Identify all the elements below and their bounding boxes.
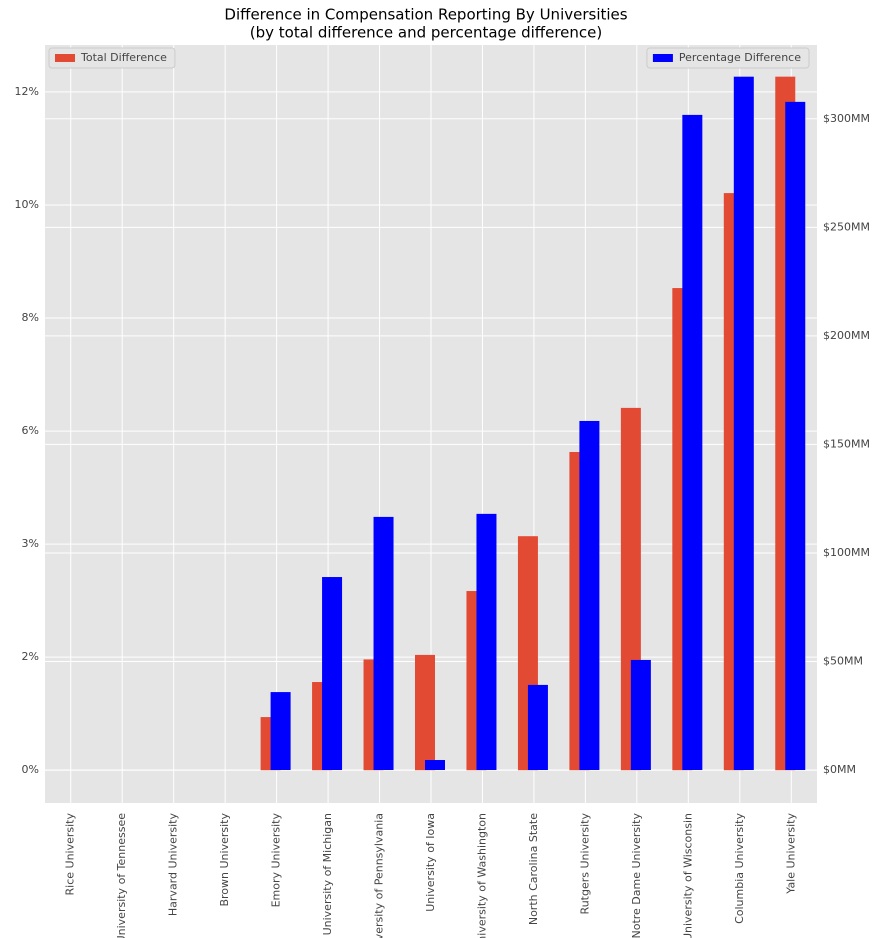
y-tick-label: 0% [22,763,39,776]
x-tick-label: University of Washington [475,813,488,938]
y2-tick-label: $200MM [823,329,870,342]
bar [270,692,291,771]
y2-tick-label: $300MM [823,112,870,125]
bar [527,684,548,771]
legend-swatch [55,54,75,62]
bar [682,114,703,771]
y-tick-label: 2% [22,650,39,663]
x-tick-label: Harvard University [167,813,180,917]
y-tick-label: 6% [22,424,39,437]
legend-label: Total Difference [80,51,167,64]
bar [733,76,754,771]
legend-box [48,47,176,69]
bar [630,659,651,771]
legend-box [646,47,810,69]
bar [785,101,806,771]
bar [322,577,343,771]
bar [579,420,600,771]
bar [373,516,394,771]
legend: Percentage Difference [646,47,810,69]
y-tick-label: 10% [15,198,39,211]
x-tick-label: Notre Dame University [630,813,643,938]
y2-tick-label: $50MM [823,654,863,667]
x-tick-label: Yale University [784,813,797,895]
chart-subtitle: (by total difference and percentage diff… [250,24,602,42]
x-tick-label: University of Wisconsin [681,813,694,938]
x-tick-label: North Carolina State [527,813,540,925]
bar [476,513,497,771]
y2-tick-label: $150MM [823,437,870,450]
bar [415,654,435,771]
chart-title: Difference in Compensation Reporting By … [224,6,627,24]
y-tick-label: 12% [15,85,39,98]
legend: Total Difference [48,47,176,69]
bar [425,760,445,771]
x-tick-label: Brown University [218,813,231,907]
x-tick-label: University of Michigan [321,813,334,935]
legend-label: Percentage Difference [679,51,801,64]
y-tick-label: 8% [22,311,39,324]
x-tick-label: University of Pennsylvania [373,813,386,938]
x-tick-label: Rutgers University [578,813,591,915]
y2-tick-label: $0MM [823,763,856,776]
x-tick-label: Columbia University [733,813,746,924]
y2-tick-label: $100MM [823,546,870,559]
y-tick-label: 3% [22,537,39,550]
x-tick-label: Emory University [270,813,283,908]
y2-tick-label: $250MM [823,220,870,233]
x-tick-label: University of Tennessee [115,813,128,938]
x-tick-label: University of Iowa [424,813,437,912]
x-tick-label: Rice University [64,813,77,896]
legend-swatch [652,54,673,62]
